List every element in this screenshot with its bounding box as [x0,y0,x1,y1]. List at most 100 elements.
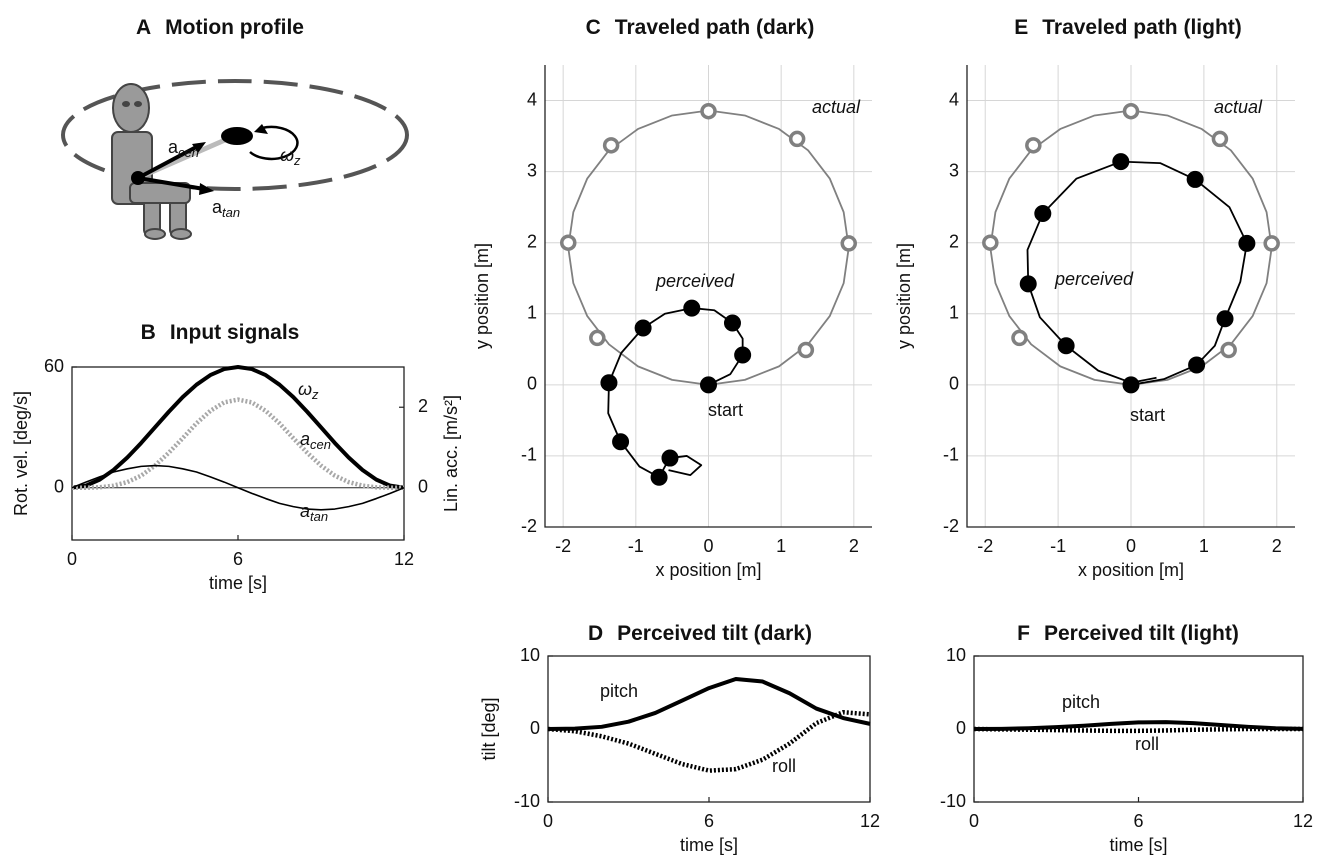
marker [612,433,630,451]
panel-letter: F [1017,622,1030,645]
axes [966,65,1295,528]
chart: E Traveled path (light) -2 -1 0 1 2 -2 -1 0 1 2 3 4 x … [894,16,1295,580]
x-tick-label: 0 [969,811,979,831]
x-tick-label: 1 [776,536,786,556]
label-base: actual [1214,97,1263,117]
marker [1122,102,1140,120]
x-axis-label: x position [m] [655,560,761,580]
label-sub: cen [310,437,331,452]
panel-title: C Traveled path (dark) [586,16,815,39]
panel-letter: E [1014,16,1028,39]
label-omega: ωz [280,145,301,169]
x-tick-label: 12 [1293,811,1313,831]
marker [840,235,857,252]
track [61,79,409,191]
series-line [973,720,1304,731]
arrowhead [192,142,206,153]
label-base: actual [812,97,861,117]
x-axis-label: x position [m] [1078,560,1184,580]
panel-title: F Perceived tilt (light) [1017,622,1239,645]
marker [723,314,741,332]
y-axis-label: tilt [deg] [479,697,499,760]
y-tick-label: 0 [527,374,537,394]
label-base: pitch [1062,692,1100,712]
marker [1211,130,1229,148]
series-line [547,677,871,731]
marker [1188,356,1206,374]
marker [1019,275,1037,293]
panel-letter: C [586,16,601,39]
marker [1011,329,1028,347]
x-tick-label: -2 [977,536,993,556]
series-label: pitch [1062,692,1100,712]
title-text: Traveled path (dark) [615,16,815,39]
label-base: perceived [1054,269,1134,289]
y-tick-label: 1 [527,303,537,323]
y-tick-label: 0 [530,718,540,738]
label-base: a [212,197,223,217]
y-axis-label: y position [m] [894,243,914,349]
y-tick-label: -1 [521,445,537,465]
motion-profile: A Motion profile acen ωz atan [61,16,409,240]
y-axis-label: Rot. vel. [deg/s] [11,391,31,516]
foot [170,228,192,240]
label-base: perceived [655,271,735,291]
x-tick-label: 6 [704,811,714,831]
y-tick-label: 4 [527,89,537,109]
label-a-tan: atan [212,197,240,221]
title-text: Traveled path (light) [1042,16,1242,39]
marker [1263,235,1280,252]
label-base: a [300,429,310,449]
series-line [71,464,405,511]
y2-axis-label: Lin. acc. [m/s²] [441,395,461,512]
label-sub: tan [222,205,240,220]
arrowhead [199,183,214,195]
x-axis-label: time [s] [1109,835,1167,855]
title-text: Perceived tilt (light) [1044,622,1239,645]
marker [1220,341,1237,359]
panel-title: B Input signals [141,321,300,344]
y-tick-label: -2 [521,516,537,536]
arrowhead [254,124,268,134]
x-tick-label: -1 [1050,536,1066,556]
y-tick-label: 0 [54,476,64,496]
x-tick-label: 0 [1126,536,1136,556]
x-tick-label: 6 [1133,811,1143,831]
marker [600,374,618,392]
series-line [547,709,871,773]
series-label: actual [1214,97,1263,117]
series-label: actual [812,97,861,117]
marker [700,102,717,120]
label-sub: cen [178,145,199,160]
series-label: ωz [298,379,319,403]
x-tick-label: 2 [1272,536,1282,556]
marker [797,341,815,359]
y-tick-label: 1 [949,303,959,323]
title-text: Motion profile [165,16,304,39]
marker [1025,137,1042,154]
series-label: roll [772,756,796,776]
label-a-cen: acen [168,137,199,161]
marker [1186,170,1204,188]
marker [683,299,701,317]
y-tick-label: 2 [527,231,537,251]
marker [982,234,999,251]
axes [544,65,872,528]
marker [788,130,806,148]
x-tick-label: 1 [1199,536,1209,556]
eye [122,101,130,107]
y-tick-label: 10 [520,645,540,665]
y-tick-label: 0 [949,374,959,394]
marker [602,137,620,154]
annotation: start [1130,405,1165,425]
label-base: ω [298,379,312,399]
y-tick-label: -10 [940,791,966,811]
series-label: perceived [1054,269,1134,289]
x-tick-label: 12 [860,811,880,831]
label-base: roll [1135,734,1159,754]
series-label: atan [300,501,328,525]
chart: C Traveled path (dark) -2 -1 0 1 2 -2 -1 0 1 2 3 4 x p… [472,16,872,580]
rotation-arrow [249,125,299,161]
